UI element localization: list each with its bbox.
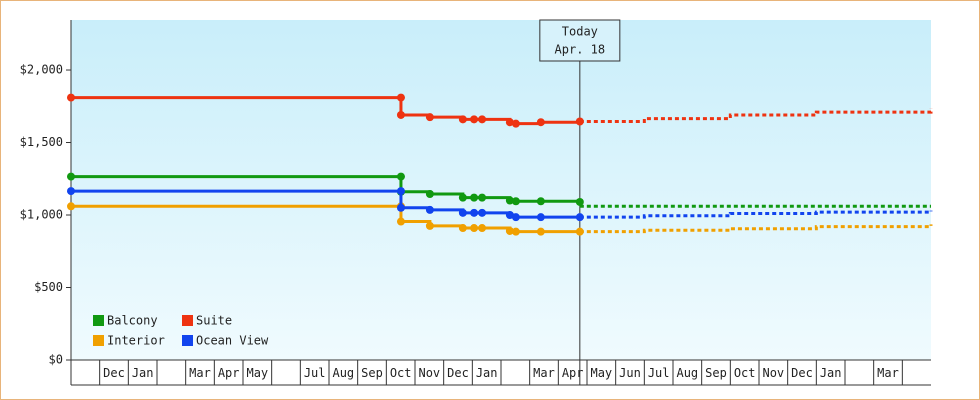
price-point: [396, 203, 405, 212]
legend-label: Ocean View: [196, 334, 269, 348]
x-tick-label: Apr: [562, 366, 584, 380]
y-tick-label: $500: [34, 280, 63, 294]
price-point: [425, 221, 434, 230]
x-tick-label: Dec: [791, 366, 813, 380]
price-point: [470, 208, 479, 217]
legend-swatch: [93, 315, 104, 326]
x-tick-label: Aug: [332, 366, 354, 380]
legend-label: Balcony: [107, 314, 158, 328]
price-point: [396, 110, 405, 119]
x-tick-label: Nov: [418, 366, 440, 380]
price-point: [396, 172, 405, 181]
x-tick-label: Dec: [103, 366, 125, 380]
price-point: [67, 202, 75, 211]
x-tick-label: May: [590, 366, 612, 380]
x-tick-label: Oct: [734, 366, 756, 380]
legend-swatch: [182, 315, 193, 326]
price-point: [67, 187, 75, 196]
y-tick-label: $1,000: [20, 208, 63, 222]
today-label: Today: [562, 25, 598, 39]
price-point: [511, 119, 520, 128]
price-point: [425, 189, 434, 198]
price-point: [67, 93, 75, 102]
x-tick-label: Jan: [820, 366, 842, 380]
x-tick-label: Dec: [447, 366, 469, 380]
price-point: [511, 227, 520, 236]
price-point: [425, 205, 434, 214]
price-point: [505, 211, 514, 220]
price-point: [470, 115, 479, 124]
price-point: [505, 196, 514, 205]
price-point: [458, 224, 467, 233]
x-tick-label: Sep: [361, 366, 383, 380]
x-tick-label: Jul: [648, 366, 670, 380]
price-point: [575, 197, 584, 206]
price-point: [536, 197, 545, 206]
price-point: [511, 197, 520, 206]
x-tick-label: Jan: [132, 366, 154, 380]
price-point: [396, 93, 405, 102]
price-point: [505, 118, 514, 127]
price-point: [536, 213, 545, 222]
x-tick-label: Nov: [762, 366, 784, 380]
legend-swatch: [93, 335, 104, 346]
x-tick-label: Mar: [533, 366, 555, 380]
price-point: [458, 208, 467, 217]
price-point: [470, 224, 479, 233]
price-point: [536, 118, 545, 127]
price-point: [511, 213, 520, 222]
y-tick-label: $1,500: [20, 135, 63, 149]
price-point: [478, 224, 487, 233]
price-point: [425, 113, 434, 122]
price-point: [470, 193, 479, 202]
x-tick-label: Aug: [676, 366, 698, 380]
price-point: [396, 187, 405, 196]
x-tick-label: Jul: [304, 366, 326, 380]
x-tick-label: May: [246, 366, 268, 380]
price-point: [575, 117, 584, 126]
x-tick-label: Jan: [476, 366, 498, 380]
forecast-line: [579, 108, 933, 123]
x-tick-label: Jun: [619, 366, 641, 380]
price-point: [505, 226, 514, 235]
price-line: [71, 175, 582, 203]
price-point: [458, 193, 467, 202]
y-tick-label: $2,000: [20, 63, 63, 77]
price-point: [536, 227, 545, 236]
x-tick-label: Mar: [877, 366, 899, 380]
price-point: [458, 115, 467, 124]
price-point: [396, 217, 405, 226]
price-point: [575, 213, 584, 222]
y-tick-label: $0: [49, 353, 63, 367]
legend-label: Suite: [196, 314, 232, 328]
today-date: Apr. 18: [555, 43, 606, 57]
price-point: [478, 115, 487, 124]
price-point: [478, 208, 487, 217]
price-point: [575, 227, 584, 236]
x-tick-label: Sep: [705, 366, 727, 380]
legend-swatch: [182, 335, 193, 346]
legend-label: Interior: [107, 334, 165, 348]
x-tick-label: Mar: [189, 366, 211, 380]
x-tick-label: Oct: [390, 366, 412, 380]
today-box: [539, 19, 621, 62]
forecast-line: [579, 224, 933, 234]
forecast-line: [579, 210, 933, 219]
x-tick-label: Apr: [218, 366, 240, 380]
price-point: [478, 193, 487, 202]
price-point: [67, 172, 75, 181]
